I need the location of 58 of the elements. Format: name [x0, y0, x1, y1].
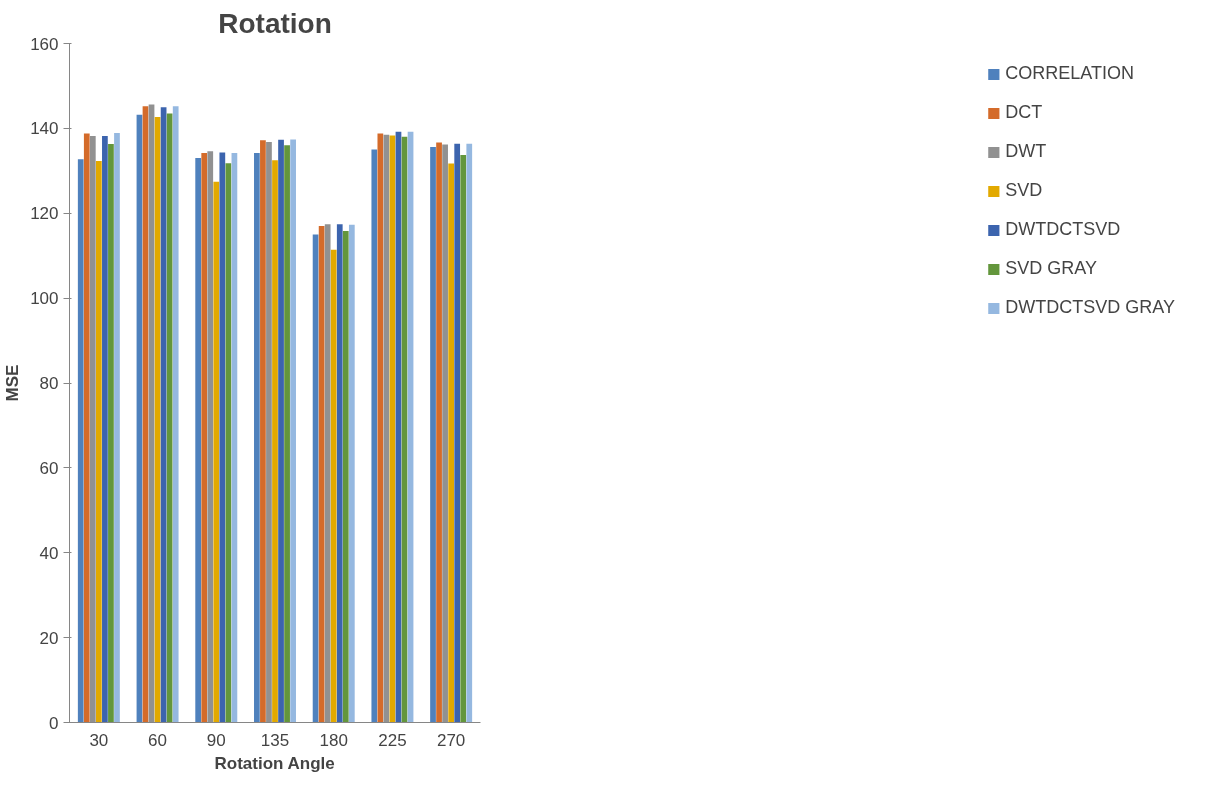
x-tick-label: 225 [378, 730, 407, 750]
y-tick-label: 60 [39, 458, 59, 478]
bar [436, 142, 442, 723]
y-tick-label: 100 [30, 289, 59, 309]
legend-label: SVD GRAY [1005, 258, 1098, 279]
legend-label: SVD [1005, 180, 1043, 201]
y-tick-label: 20 [39, 628, 59, 648]
legend-label: DWTDCTSVD [1005, 219, 1121, 240]
x-tick-label: 30 [89, 730, 109, 750]
bar [460, 155, 467, 723]
bar [102, 136, 108, 723]
x-tick-label: 270 [436, 730, 466, 750]
bar [254, 152, 260, 723]
bar [330, 249, 337, 723]
bar [83, 133, 90, 723]
chart-title: Rotation [218, 7, 332, 39]
bar [172, 106, 179, 723]
bar [95, 161, 102, 723]
bar [225, 163, 232, 723]
y-tick-label: 140 [30, 119, 59, 139]
bar [318, 225, 325, 723]
bar [114, 133, 120, 723]
bar [448, 163, 455, 723]
bar [430, 147, 436, 723]
bar [219, 152, 226, 723]
bar [348, 224, 355, 723]
bar [260, 140, 266, 723]
x-tick-label: 135 [260, 730, 290, 750]
bar [272, 160, 278, 723]
legend-label: DCT [1005, 102, 1043, 123]
y-tick-label: 120 [30, 204, 59, 224]
bar [336, 224, 343, 723]
bar [290, 139, 296, 723]
bar [342, 231, 349, 723]
legend-label: DWTDCTSVD GRAY [1005, 297, 1175, 318]
bar [213, 181, 220, 723]
bar [108, 144, 114, 723]
y-tick-label: 80 [39, 374, 59, 393]
y-axis-title: MSE [3, 364, 23, 402]
bar [454, 143, 461, 723]
bar [201, 152, 208, 723]
bar [195, 158, 202, 723]
bar [77, 159, 84, 723]
x-axis-title: Rotation Angle [214, 753, 335, 773]
bar [284, 145, 290, 723]
legend-label: DWT [1005, 141, 1047, 162]
y-tick-label: 0 [49, 713, 59, 733]
x-tick-label: 180 [319, 730, 348, 750]
bar [371, 149, 378, 723]
bar [377, 133, 384, 723]
bar [278, 139, 284, 723]
x-tick-label: 90 [206, 730, 226, 750]
x-tick-label: 60 [148, 730, 168, 750]
bar [166, 113, 173, 723]
bar [466, 143, 473, 723]
legend-label: CORRELATION [1005, 63, 1135, 84]
y-tick-label: 40 [39, 543, 59, 563]
y-tick-label: 160 [30, 34, 59, 54]
